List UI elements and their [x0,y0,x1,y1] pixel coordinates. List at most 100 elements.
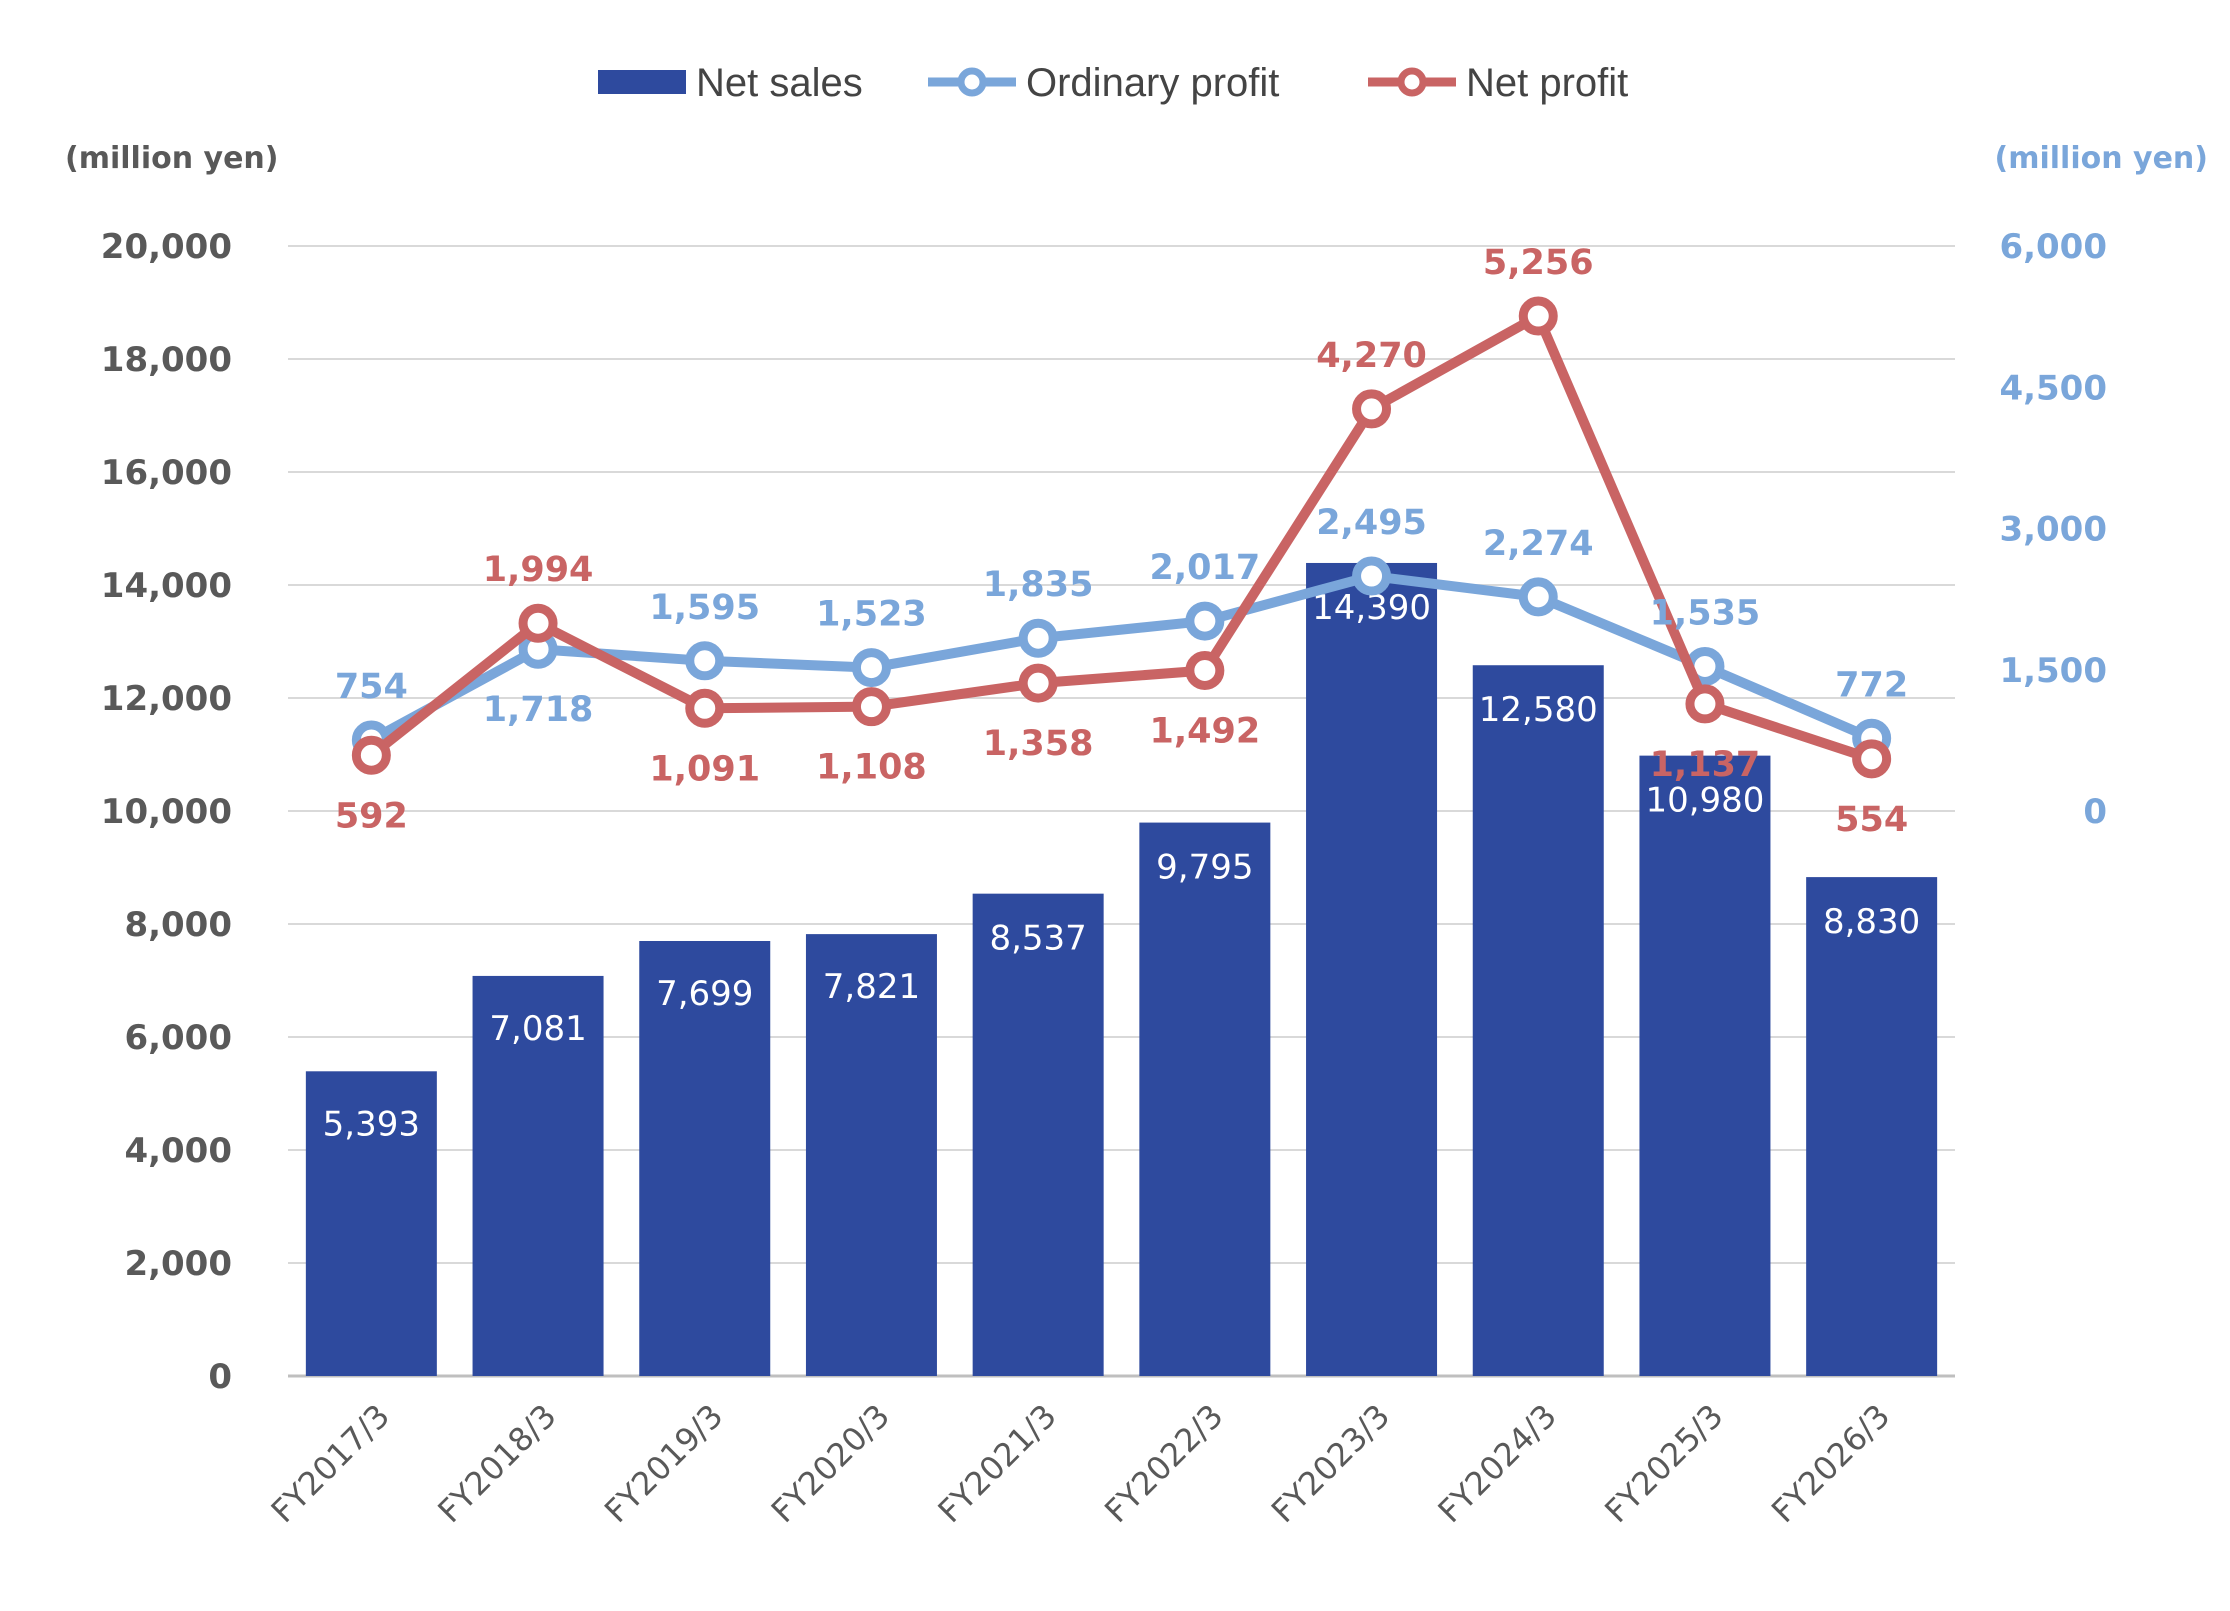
left-tick-label: 12,000 [101,679,232,719]
label-ordinary-profit: 2,495 [1316,503,1427,543]
label-net-profit: 5,256 [1483,243,1594,283]
legend-marker-net-profit [1397,67,1427,97]
bar-net-sales [305,1071,437,1376]
bar-label-net-sales: 8,830 [1823,902,1920,942]
bar-net-sales [1472,665,1604,1376]
profit-labels: 754 1,718 1,595 1,523 1,835 2,017 2,495 2,274 1,… [335,243,1908,840]
marker-net-profit [1852,739,1892,779]
net-sales-bars [305,562,1938,1376]
label-net-profit: 592 [335,796,408,836]
category-label: FY2019/3 [597,1397,730,1530]
label-net-profit: 1,994 [483,550,594,590]
category-axis: FY2017/3 FY2018/3 FY2019/3 FY2020/3 FY2021/3… [264,1397,1898,1530]
label-net-profit: 1,108 [816,748,927,788]
marker-ordinary-profit [1518,577,1558,617]
category-label: FY2018/3 [430,1397,563,1530]
left-tick-label: 0 [208,1357,232,1397]
marker-net-profit [1518,296,1558,336]
left-tick-label: 18,000 [101,340,232,380]
left-tick-label: 2,000 [124,1244,232,1284]
legend-item-ordinary-profit: Ordinary profit [928,61,1279,105]
category-label: FY2020/3 [764,1397,897,1530]
label-ordinary-profit: 1,535 [1650,593,1761,633]
label-net-profit: 1,492 [1149,712,1260,752]
label-ordinary-profit: 754 [335,667,408,707]
label-net-profit: 554 [1835,800,1908,840]
bar-net-sales [972,893,1104,1376]
right-tick-label: 4,500 [1999,368,2107,408]
legend-label-ordinary-profit: Ordinary profit [1026,61,1279,105]
label-ordinary-profit: 1,595 [649,588,760,628]
bar-label-net-sales: 7,699 [656,974,753,1014]
left-tick-label: 20,000 [101,227,232,267]
label-net-profit: 1,137 [1650,745,1761,785]
label-ordinary-profit: 1,835 [983,565,1094,605]
left-tick-label: 16,000 [101,453,232,493]
label-net-profit: 1,358 [983,724,1094,764]
marker-ordinary-profit [1185,601,1225,641]
category-label: FY2017/3 [264,1397,397,1530]
bar-label-net-sales: 5,393 [323,1104,420,1144]
left-tick-label: 8,000 [124,905,232,945]
category-label: FY2026/3 [1764,1397,1897,1530]
legend: Net sales Ordinary profit Net profit [598,61,1628,105]
legend-item-net-profit: Net profit [1368,61,1628,105]
bar-label-net-sales: 10,980 [1645,781,1764,821]
marker-net-profit [351,735,391,775]
line-ordinary-profit [368,571,1874,745]
bar-net-sales [1306,562,1438,1376]
bar-label-net-sales: 7,081 [489,1009,586,1049]
bar-net-sales [1639,755,1771,1376]
left-axis-unit: (million yen) [65,141,279,176]
category-label: FY2024/3 [1431,1397,1564,1530]
marker-ordinary-profit [851,648,891,688]
marker-ordinary-profit [1352,556,1392,596]
label-ordinary-profit: 2,274 [1483,524,1594,564]
marker-ordinary-profit [1018,618,1058,658]
bar-label-net-sales: 7,821 [823,967,920,1007]
left-tick-label: 14,000 [101,566,232,606]
bar-net-sales [472,975,604,1376]
marker-net-profit [1685,684,1725,724]
bar-label-net-sales: 12,580 [1479,690,1598,730]
marker-ordinary-profit [685,641,725,681]
marker-net-profit [1018,663,1058,703]
label-ordinary-profit: 1,718 [483,690,594,730]
label-net-profit: 1,091 [649,749,760,789]
bar-label-net-sales: 9,795 [1156,848,1253,888]
right-tick-label: 6,000 [1999,227,2107,267]
profit-lines [351,296,1892,779]
marker-net-profit [518,603,558,643]
label-net-profit: 4,270 [1316,336,1427,376]
label-ordinary-profit: 1,523 [816,595,927,635]
category-label: FY2025/3 [1597,1397,1730,1530]
marker-net-profit [1185,651,1225,691]
right-tick-label: 0 [2083,792,2107,832]
bar-net-sales [639,941,771,1376]
line-net-profit [368,311,1874,764]
right-tick-label: 3,000 [1999,510,2107,550]
legend-item-net-sales: Net sales [598,61,863,105]
marker-net-profit [1352,389,1392,429]
legend-marker-ordinary-profit [957,67,987,97]
label-ordinary-profit: 2,017 [1149,548,1260,588]
legend-label-net-profit: Net profit [1466,61,1628,105]
marker-net-profit [685,688,725,728]
category-label: FY2021/3 [930,1397,1063,1530]
category-label: FY2023/3 [1264,1397,1397,1530]
bar-net-sales [1139,822,1271,1376]
right-axis-unit: (million yen) [1995,141,2209,176]
left-tick-label: 10,000 [101,792,232,832]
bar-label-net-sales: 8,537 [989,919,1086,959]
right-axis-ticks: 0 1,500 3,000 4,500 6,000 [1999,227,2107,832]
legend-swatch-net-sales [598,70,686,94]
left-tick-label: 6,000 [124,1018,232,1058]
category-label: FY2022/3 [1097,1397,1230,1530]
bar-net-sales [1806,877,1938,1376]
left-axis-ticks: 0 2,000 4,000 6,000 8,000 10,000 12,000 14,000 1… [101,227,232,1397]
label-ordinary-profit: 772 [1835,665,1908,705]
marker-net-profit [851,687,891,727]
right-tick-label: 1,500 [1999,651,2107,691]
